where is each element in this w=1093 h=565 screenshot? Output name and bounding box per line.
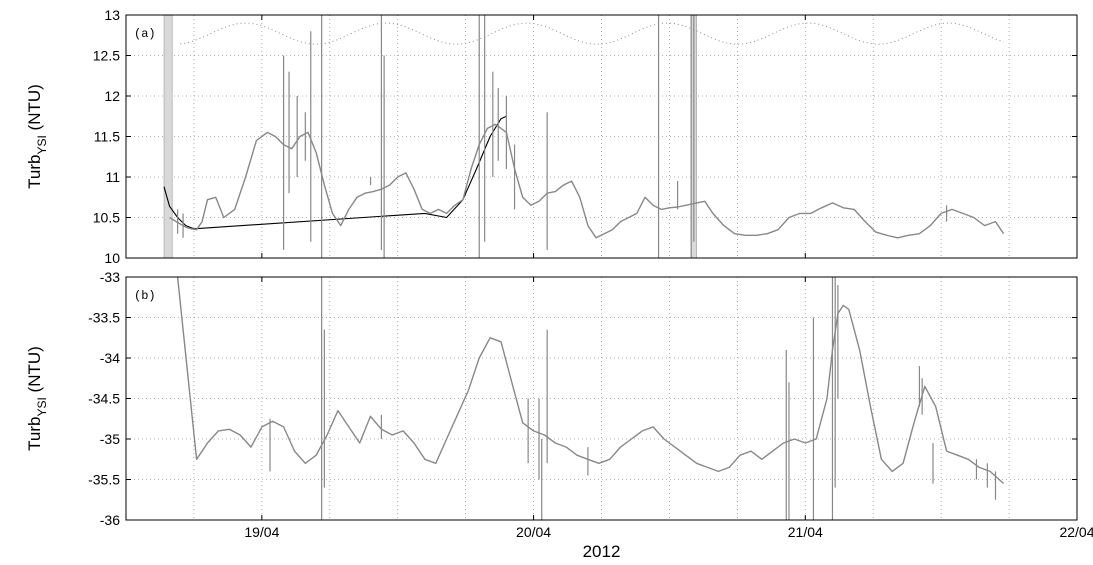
panel-a-y-axis-label-unit: (NTU) [25,84,44,130]
panel-a: 13 12.5 12 11.5 11 10.5 10 (a) TurbYSI (NTU) [25,7,1078,266]
y-tick-label: 13 [104,7,120,23]
series-line-2 [169,123,1005,239]
panel-a-x-ticks [261,15,1078,258]
y-tick-label: -34 [100,350,120,366]
y-tick-label: 12.5 [93,48,120,64]
panel-b-y-ticks: -33 -33.5 -34 -34.5 -35 -35.5 -36 [88,269,1077,528]
x-tick-label: 19/04 [244,524,279,540]
x-axis-label: 2012 [583,542,621,561]
panel-b-y-axis-label-subscript: YSI [35,397,49,416]
panel-b: -33 -33.5 -34 -34.5 -35 -35.5 -36 19/04 20/04 21… [25,269,1093,561]
x-tick-label: 21/04 [788,524,823,540]
shaded-span [163,14,173,259]
y-tick-label: 10 [104,250,120,266]
panel-a-y-ticks: 13 12.5 12 11.5 11 10.5 10 [93,7,1077,266]
panel-b-label: (b) [134,289,156,303]
panel-a-label: (a) [134,27,156,41]
panel-b-y-axis-label-main: Turb [25,417,44,451]
panel-a-tide-reference [180,22,1004,45]
y-tick-label: -33.5 [88,310,120,326]
y-tick-label: -33 [100,269,120,285]
panel-a-series [163,115,1005,239]
y-tick-label: 11.5 [94,129,120,145]
y-tick-label: -35 [100,431,120,447]
y-tick-label: 10.5 [93,210,120,226]
panel-b-x-ticks: 19/04 20/04 21/04 22/04 [244,277,1093,540]
panel-a-y-axis-label-subscript: YSI [35,135,49,154]
series-line-1 [163,115,507,230]
panel-b-grid [126,277,1077,520]
panel-a-spikes [177,15,948,258]
y-tick-label: 11 [105,169,120,185]
y-tick-label: -36 [100,512,120,528]
x-tick-label: 22/04 [1059,524,1093,540]
panel-b-y-axis-label: TurbYSI (NTU) [25,346,49,451]
panel-a-grid [126,15,1077,258]
x-tick-label: 20/04 [516,524,551,540]
y-tick-label: 12 [104,88,120,104]
y-tick-label: -34.5 [88,391,120,407]
panel-b-spikes [269,277,997,520]
y-tick-label: -35.5 [88,472,120,488]
series-line-1 [176,276,1005,485]
panel-b-y-axis-label-unit: (NTU) [25,346,44,392]
panel-a-y-axis-label: TurbYSI (NTU) [25,84,49,189]
tide-reference-line [180,22,1004,45]
panel-a-y-axis-label-main: Turb [25,155,44,189]
panel-b-series [176,276,1005,485]
